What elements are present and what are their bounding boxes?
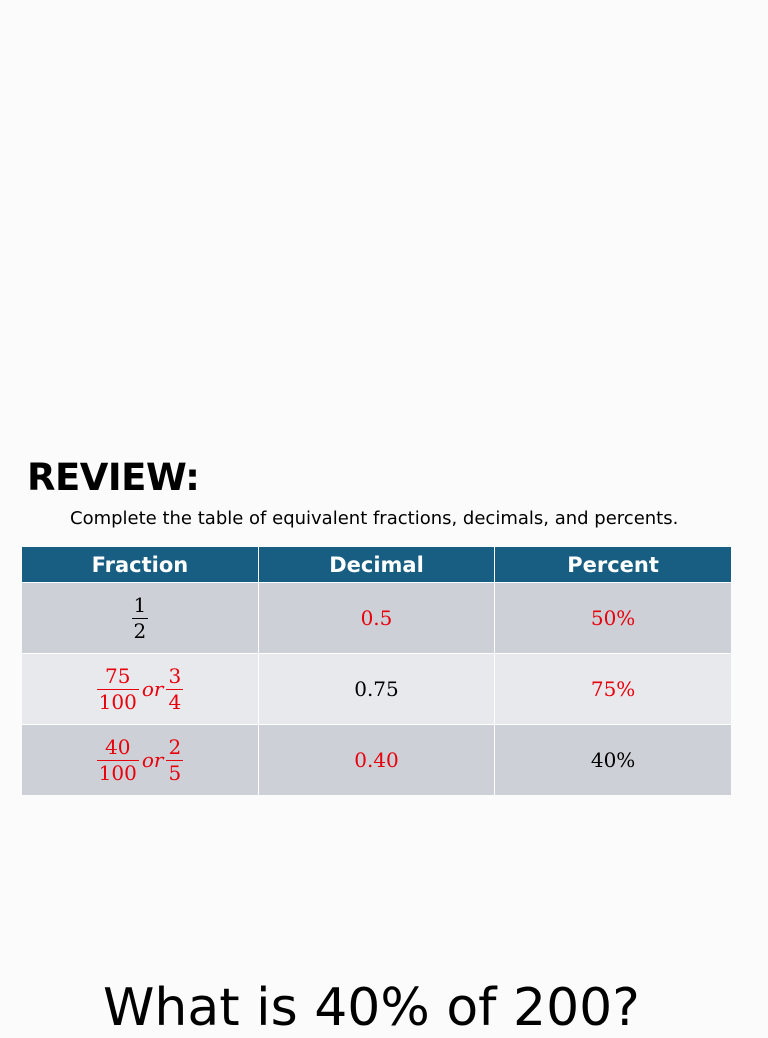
header-fraction: Fraction	[22, 547, 259, 583]
numerator: 2	[168, 734, 182, 759]
percent-cell: 50%	[494, 582, 731, 654]
percent-cell: 75%	[494, 653, 731, 725]
fraction-cell: 40 100 or 2 5	[22, 724, 259, 795]
header-percent: Percent	[494, 547, 731, 583]
fraction-cell: 1 2	[22, 582, 259, 654]
instructions-text: Complete the table of equivalent fractio…	[70, 508, 679, 529]
table-header-row: Fraction Decimal Percent	[22, 547, 731, 583]
fraction: 3 4	[166, 663, 184, 714]
table-row: 40 100 or 2 5 0.40 40%	[22, 724, 731, 795]
fraction: 2 5	[166, 734, 184, 785]
table-row: 75 100 or 3 4 0.75 75%	[22, 653, 731, 725]
denominator: 5	[166, 759, 184, 785]
denominator: 100	[96, 688, 139, 714]
fraction-cell: 75 100 or 3 4	[22, 653, 259, 725]
denominator: 4	[166, 688, 184, 714]
denominator: 100	[96, 759, 139, 785]
equivalents-table: Fraction Decimal Percent 1 2 0.5 50% 75 …	[22, 547, 731, 795]
fraction: 40 100	[96, 734, 139, 785]
page-title: REVIEW:	[27, 456, 200, 499]
or-connector: or	[141, 748, 164, 772]
denominator: 2	[131, 617, 149, 643]
question-text: What is 40% of 200?	[103, 978, 640, 1038]
header-decimal: Decimal	[258, 547, 496, 583]
fraction: 75 100	[96, 663, 139, 714]
numerator: 75	[105, 663, 131, 688]
table-row: 1 2 0.5 50%	[22, 582, 731, 654]
decimal-cell: 0.5	[258, 582, 496, 654]
decimal-cell: 0.40	[258, 724, 496, 795]
numerator: 40	[105, 734, 131, 759]
percent-cell: 40%	[494, 724, 731, 795]
numerator: 1	[133, 592, 147, 617]
fraction: 1 2	[131, 592, 149, 643]
decimal-cell: 0.75	[258, 653, 496, 725]
numerator: 3	[168, 663, 182, 688]
or-connector: or	[141, 677, 164, 701]
